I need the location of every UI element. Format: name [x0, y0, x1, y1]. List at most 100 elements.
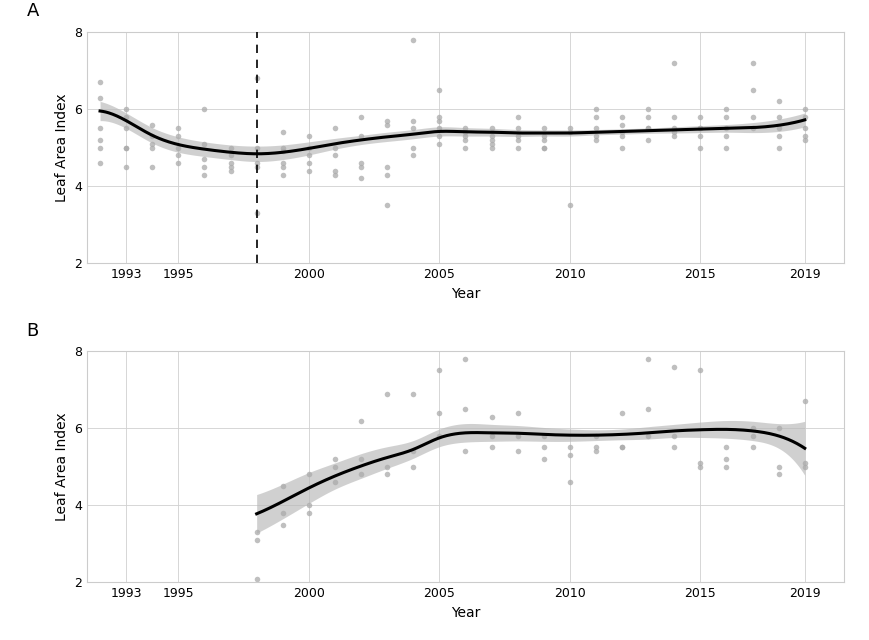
Point — [354, 469, 368, 479]
Point — [406, 116, 420, 126]
Point — [667, 124, 680, 134]
Point — [510, 408, 524, 418]
Point — [640, 404, 654, 414]
Point — [406, 124, 420, 134]
Point — [458, 143, 472, 153]
Point — [771, 461, 785, 472]
Point — [745, 58, 759, 68]
Point — [406, 446, 420, 456]
Point — [458, 135, 472, 145]
Point — [275, 481, 289, 491]
Text: B: B — [26, 321, 38, 340]
Point — [354, 173, 368, 184]
Point — [249, 527, 263, 538]
Point — [249, 573, 263, 584]
Point — [145, 139, 159, 149]
Point — [667, 362, 680, 372]
Point — [562, 127, 576, 138]
Point — [223, 166, 237, 176]
Point — [197, 104, 211, 114]
Point — [614, 408, 628, 418]
Point — [458, 354, 472, 364]
Point — [354, 111, 368, 122]
Point — [510, 143, 524, 153]
Point — [719, 111, 733, 122]
Point — [119, 143, 133, 153]
Point — [432, 408, 446, 418]
Point — [797, 124, 811, 134]
Point — [693, 143, 706, 153]
Point — [302, 500, 315, 511]
Point — [719, 461, 733, 472]
Point — [432, 84, 446, 95]
Point — [640, 124, 654, 134]
Point — [275, 170, 289, 180]
Point — [328, 166, 342, 176]
Point — [562, 124, 576, 134]
Point — [432, 124, 446, 134]
Point — [771, 96, 785, 106]
Point — [328, 477, 342, 487]
Point — [406, 143, 420, 153]
Point — [693, 124, 706, 134]
Point — [640, 354, 654, 364]
X-axis label: Year: Year — [450, 606, 480, 620]
Point — [275, 508, 289, 518]
Point — [693, 111, 706, 122]
Point — [458, 127, 472, 138]
Point — [640, 124, 654, 134]
Point — [432, 365, 446, 376]
Point — [614, 442, 628, 452]
Text: A: A — [26, 3, 39, 20]
Point — [562, 442, 576, 452]
Point — [275, 147, 289, 157]
Point — [406, 388, 420, 399]
Point — [249, 208, 263, 218]
Point — [328, 170, 342, 180]
Point — [302, 150, 315, 161]
Point — [640, 431, 654, 441]
Point — [588, 442, 602, 452]
Point — [614, 127, 628, 138]
Point — [562, 23, 576, 33]
Point — [145, 143, 159, 153]
Point — [667, 58, 680, 68]
Point — [275, 158, 289, 168]
Point — [640, 135, 654, 145]
Point — [197, 154, 211, 164]
Point — [328, 461, 342, 472]
Point — [93, 135, 107, 145]
Point — [693, 458, 706, 468]
Point — [693, 131, 706, 141]
Point — [536, 431, 550, 441]
Point — [614, 120, 628, 130]
Point — [719, 143, 733, 153]
Point — [745, 423, 759, 433]
Point — [771, 131, 785, 141]
Point — [249, 535, 263, 545]
Point — [484, 431, 498, 441]
Point — [536, 442, 550, 452]
Point — [458, 131, 472, 141]
Point — [197, 139, 211, 149]
Point — [354, 131, 368, 141]
Point — [328, 454, 342, 464]
Point — [119, 111, 133, 122]
Point — [93, 92, 107, 102]
Point — [771, 423, 785, 433]
Point — [380, 162, 394, 172]
Point — [667, 111, 680, 122]
Point — [536, 131, 550, 141]
Point — [536, 143, 550, 153]
Point — [510, 431, 524, 441]
Point — [588, 446, 602, 456]
Y-axis label: Leaf Area Index: Leaf Area Index — [55, 412, 69, 521]
Point — [380, 388, 394, 399]
Point — [328, 150, 342, 161]
Point — [249, 143, 263, 153]
Point — [275, 162, 289, 172]
Point — [614, 442, 628, 452]
Point — [745, 442, 759, 452]
Point — [719, 454, 733, 464]
Point — [797, 461, 811, 472]
